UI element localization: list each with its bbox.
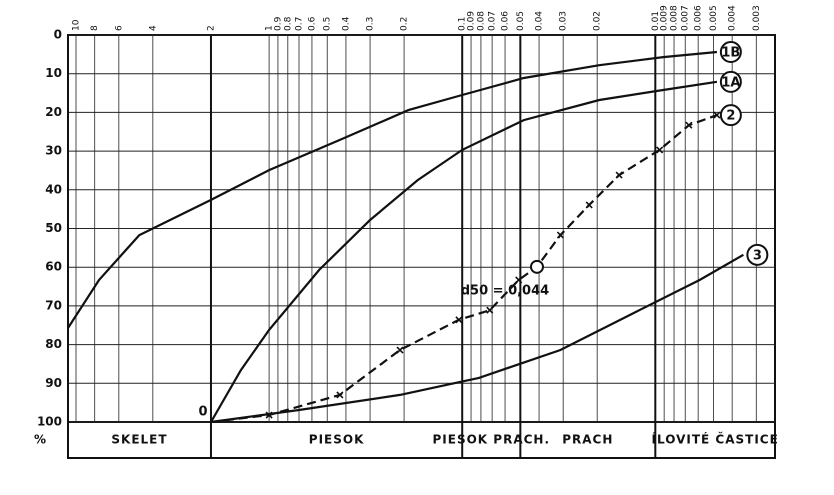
point-marker <box>685 121 693 129</box>
x-tick-label: 0.007 <box>681 5 691 31</box>
x-tick-label: 0.08 <box>476 11 486 31</box>
y-tick-label: 10 <box>45 66 62 80</box>
d50-label: d50 = 0,044 <box>461 283 549 298</box>
section-label: PRACH <box>562 433 613 447</box>
x-tick-label: 0.4 <box>341 16 351 31</box>
x-tick-label: 0.004 <box>728 5 738 31</box>
point-marker <box>336 391 344 399</box>
point-marker <box>713 111 721 119</box>
x-tick-label: 0.3 <box>366 17 376 31</box>
point-marker <box>615 171 623 179</box>
point-marker <box>585 201 593 209</box>
x-tick-label: 0.003 <box>752 5 762 31</box>
point-marker <box>396 346 404 354</box>
point-marker <box>486 306 494 314</box>
y-tick-label: 100 <box>37 415 62 429</box>
x-tick-label: 0.01 <box>651 11 661 31</box>
x-tick-label: 0.8 <box>283 16 293 31</box>
section-label: PIESOK <box>309 433 365 447</box>
x-tick-label: 0.5 <box>323 17 333 31</box>
curve <box>67 50 718 329</box>
section-label: SKELET <box>111 433 167 447</box>
y-axis-label: % <box>34 433 46 447</box>
point-marker <box>515 276 523 284</box>
y-tick-label: 20 <box>45 105 62 119</box>
x-tick-label: 0.05 <box>516 11 526 31</box>
section-label: ÍLOVITÉ ČASTICE <box>652 432 779 447</box>
x-tick-label: 0.02 <box>593 11 603 31</box>
x-tick-label: 8 <box>90 25 100 31</box>
y-tick-label: 90 <box>45 376 62 390</box>
x-tick-label: 0.04 <box>535 11 545 31</box>
x-tick-label: 0.09 <box>467 11 477 31</box>
x-tick-label: 0.005 <box>709 5 719 31</box>
series-tag <box>719 104 742 127</box>
point-marker <box>455 316 463 324</box>
x-tick-label: 0.9 <box>273 16 283 31</box>
x-tick-label: 0.7 <box>295 17 305 31</box>
series-tag <box>746 243 769 266</box>
x-tick-label: 4 <box>148 25 158 31</box>
y-tick-label: 0 <box>54 28 62 42</box>
x-tick-label: 0.008 <box>670 5 680 31</box>
x-tick-label: 0.009 <box>660 5 670 31</box>
section-label: PIESOK PRACH. <box>433 433 551 447</box>
x-tick-label: 0.06 <box>501 11 511 31</box>
x-tick-label: 2 <box>206 25 216 31</box>
x-tick-label: 6 <box>114 25 124 31</box>
legend-label: 1A <box>721 75 740 90</box>
x-tick-label: 0.006 <box>694 5 704 31</box>
legend-label: 3 <box>753 248 762 263</box>
curve <box>210 253 744 424</box>
d50-marker <box>529 259 544 274</box>
y-tick-label: 50 <box>45 221 62 235</box>
point-marker <box>656 146 664 154</box>
y-tick-label: 30 <box>45 144 62 158</box>
y-tick-label: 70 <box>45 298 62 312</box>
legend-label: 2 <box>726 109 735 124</box>
plot-frame <box>67 34 776 459</box>
y-tick-label: 80 <box>45 337 62 351</box>
x-tick-label: 0.2 <box>400 17 410 31</box>
series-tag <box>719 41 742 64</box>
y-tick-label: 40 <box>45 182 62 196</box>
curve <box>210 114 718 424</box>
x-tick-label: 0.03 <box>559 11 569 31</box>
series-tag <box>719 70 742 93</box>
curve <box>210 80 718 423</box>
y-tick-label: 60 <box>45 260 62 274</box>
x-tick-label: 1 <box>265 25 275 31</box>
x-tick-label: 0.6 <box>307 16 317 31</box>
x-tick-label: 10 <box>71 19 81 31</box>
x-tick-label: 0.07 <box>488 11 498 31</box>
legend-label: 1B <box>721 46 740 61</box>
x-tick-label: 0.1 <box>458 17 468 31</box>
origin-label: 0 <box>198 405 207 420</box>
point-marker <box>556 231 564 239</box>
